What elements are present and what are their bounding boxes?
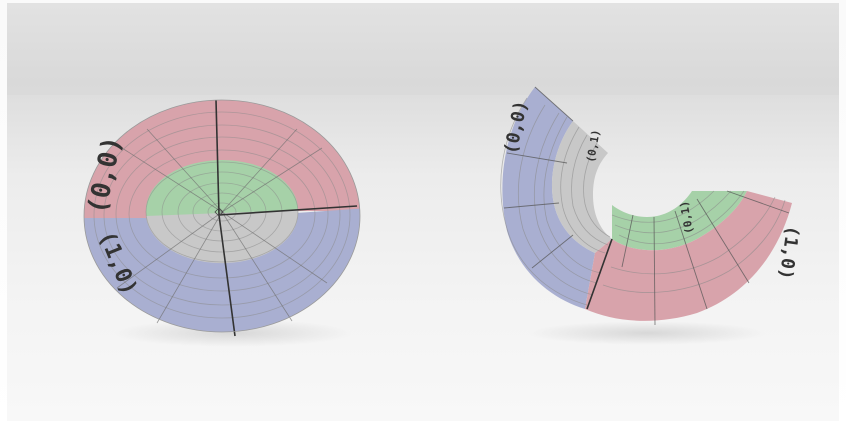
disk-shadow	[113, 319, 353, 347]
annular-sector: (0,0) (1,0) (0,1) (0,1)	[500, 86, 803, 326]
render-frame: (0,0) (1,0)	[7, 3, 839, 421]
sector-spoke-grid	[503, 86, 790, 326]
backdrop-wall	[7, 3, 839, 95]
disk-bottom-half	[84, 208, 360, 332]
sector-label-green: (0,1)	[677, 200, 696, 235]
sector-shadow	[527, 321, 767, 345]
disk-axes	[215, 99, 358, 337]
disk-outline	[83, 99, 361, 333]
sector-label-gray: (0,1)	[584, 129, 603, 164]
flat-disk: (0,0) (1,0)	[83, 99, 361, 337]
sector-ring-grid	[500, 97, 786, 306]
disk-spoke-grid	[116, 128, 328, 324]
scene-drawing: (0,0) (1,0)	[83, 86, 803, 347]
sector-seam	[586, 238, 613, 310]
sector-band-green	[612, 191, 747, 251]
disk-center-marker	[214, 207, 224, 217]
sector-band-red	[585, 191, 792, 321]
sector-band-blue	[502, 87, 595, 309]
